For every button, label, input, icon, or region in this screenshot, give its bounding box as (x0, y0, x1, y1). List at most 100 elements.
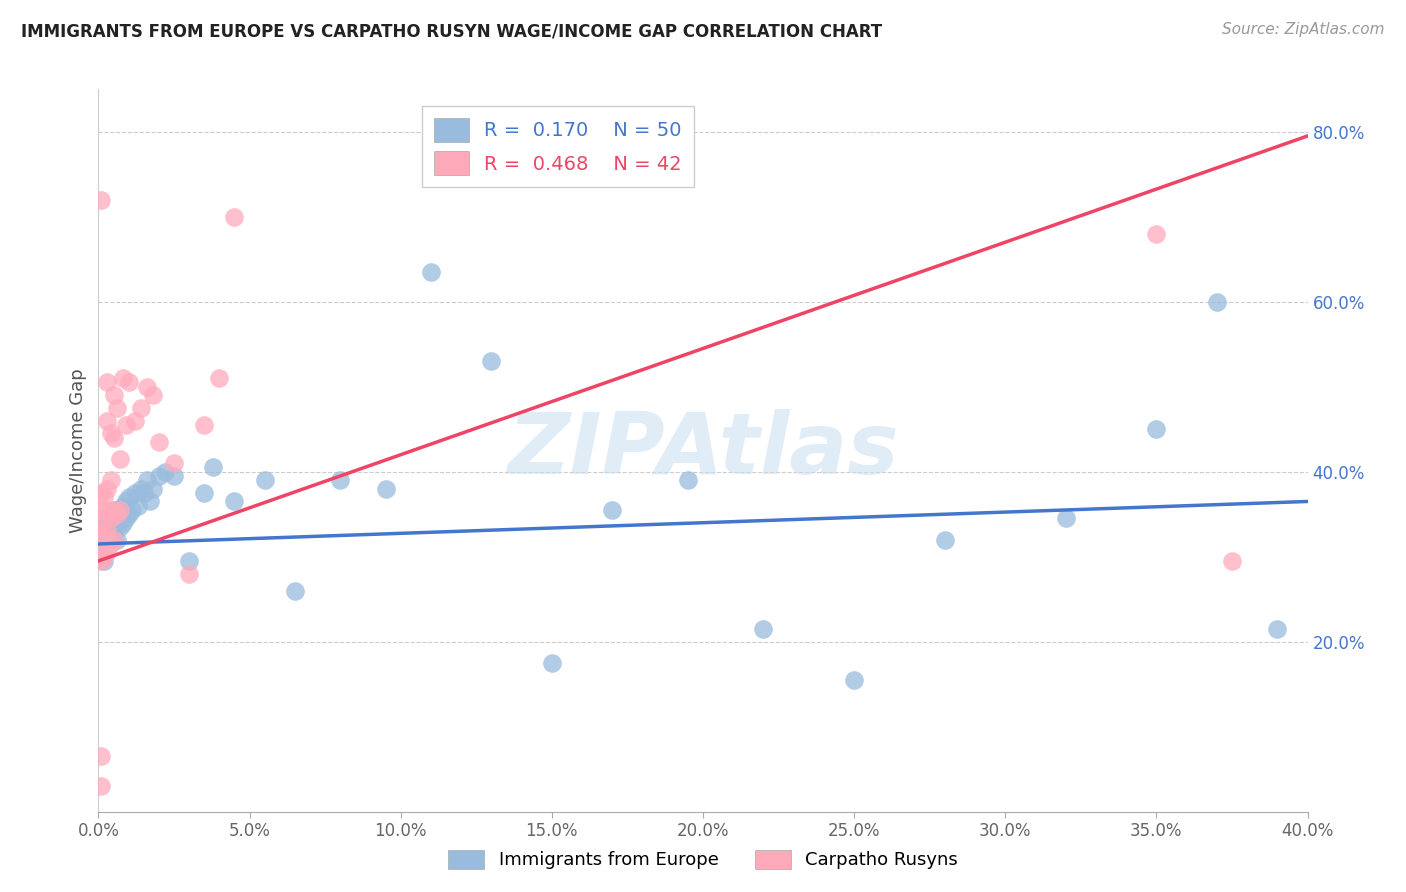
Point (224, 210, 246, 224)
Point (193, 417, 215, 432)
Text: IMMIGRANTS FROM EUROPE VS CARPATHO RUSYN WAGE/INCOME GAP CORRELATION CHART: IMMIGRANTS FROM EUROPE VS CARPATHO RUSYN… (21, 22, 882, 40)
Point (1220, 554, 1243, 568)
Point (374, 482, 396, 496)
Point (602, 503, 624, 517)
Text: Source: ZipAtlas.com: Source: ZipAtlas.com (1222, 22, 1385, 37)
Point (96, 376, 118, 390)
Point (103, 388, 125, 402)
Point (420, 265, 443, 279)
Point (1267, 622, 1289, 636)
Point (111, 516, 134, 530)
Point (284, 583, 307, 598)
Point (118, 507, 141, 521)
Point (96, 545, 118, 559)
Point (93, 554, 115, 568)
Point (90, 524, 112, 539)
Point (1054, 511, 1077, 525)
Point (108, 520, 131, 534)
Point (329, 473, 352, 487)
Y-axis label: Wage/Income Gap: Wage/Income Gap (69, 368, 87, 533)
Point (118, 376, 141, 390)
Point (124, 486, 146, 500)
Point (96, 414, 118, 428)
Point (163, 456, 186, 470)
Point (253, 473, 276, 487)
Point (93, 528, 115, 542)
Point (139, 494, 162, 508)
Point (124, 414, 146, 428)
Point (96, 482, 118, 496)
Point (127, 499, 149, 513)
Point (142, 482, 165, 496)
Point (1144, 422, 1167, 436)
Point (193, 486, 215, 500)
Point (96, 528, 118, 542)
Point (105, 401, 128, 415)
Point (118, 490, 141, 504)
Point (100, 511, 122, 525)
Legend: Immigrants from Europe, Carpatho Rusyns: Immigrants from Europe, Carpatho Rusyns (439, 841, 967, 879)
Point (844, 673, 866, 687)
Point (108, 503, 131, 517)
Point (93, 520, 115, 534)
Point (121, 503, 143, 517)
Point (100, 511, 122, 525)
Point (1206, 294, 1229, 309)
Point (93, 511, 115, 525)
Point (90, 503, 112, 517)
Point (163, 469, 186, 483)
Point (100, 426, 122, 441)
Point (103, 503, 125, 517)
Point (105, 507, 128, 521)
Point (96, 503, 118, 517)
Point (179, 566, 201, 581)
Point (153, 465, 176, 479)
Point (103, 431, 125, 445)
Text: ZIPAtlas: ZIPAtlas (508, 409, 898, 492)
Point (114, 511, 136, 525)
Point (105, 516, 128, 530)
Point (100, 528, 122, 542)
Point (105, 533, 128, 547)
Point (142, 388, 165, 402)
Point (676, 473, 699, 487)
Point (202, 460, 225, 475)
Point (111, 499, 134, 513)
Point (103, 503, 125, 517)
Point (108, 503, 131, 517)
Point (90, 749, 112, 764)
Point (93, 490, 115, 504)
Point (481, 354, 503, 368)
Point (148, 469, 170, 483)
Point (934, 533, 956, 547)
Point (90, 193, 112, 207)
Point (96, 516, 118, 530)
Point (90, 537, 112, 551)
Point (129, 401, 152, 415)
Point (100, 473, 122, 487)
Point (752, 622, 775, 636)
Point (179, 554, 201, 568)
Point (103, 533, 125, 547)
Point (96, 524, 118, 539)
Point (135, 473, 157, 487)
Point (148, 434, 170, 449)
Point (540, 656, 562, 670)
Point (90, 537, 112, 551)
Point (129, 482, 152, 496)
Legend: R =  0.170    N = 50, R =  0.468    N = 42: R = 0.170 N = 50, R = 0.468 N = 42 (422, 106, 693, 186)
Point (100, 537, 122, 551)
Point (90, 554, 112, 568)
Point (114, 417, 136, 432)
Point (135, 380, 157, 394)
Point (224, 494, 246, 508)
Point (132, 486, 155, 500)
Point (90, 486, 112, 500)
Point (111, 371, 134, 385)
Point (208, 371, 231, 385)
Point (108, 452, 131, 467)
Point (103, 524, 125, 539)
Point (1144, 227, 1167, 241)
Point (90, 779, 112, 793)
Point (114, 494, 136, 508)
